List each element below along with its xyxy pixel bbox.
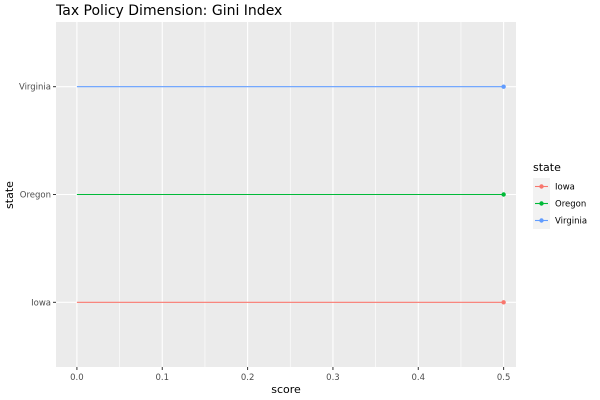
legend-items: Iowa Oregon Virginia [533,178,587,229]
legend-label-virginia: Virginia [555,217,587,227]
legend-label-iowa: Iowa [555,183,575,193]
chart-title: Tax Policy Dimension: Gini Index [55,3,282,19]
x-tick-label: 0.0 [70,373,84,383]
y-axis-title: state [3,181,16,209]
legend-title: state [533,161,561,174]
x-axis-title: score [271,383,301,396]
y-tick-label: Iowa [31,298,51,308]
legend-label-oregon: Oregon [555,200,586,210]
data-point-iowa [501,300,506,305]
x-tick-label: 0.2 [241,373,255,383]
tick-layer: 0.0 0.1 0.2 0.3 0.4 0.5 Iowa Oregon Virginia [19,83,510,383]
x-tick-label: 0.5 [497,373,511,383]
data-point-oregon [501,192,506,197]
y-tick-label: Oregon [20,191,51,201]
x-tick-label: 0.1 [155,373,169,383]
legend-point-iowa [539,184,544,189]
y-tick-label: Virginia [19,83,51,93]
x-tick-label: 0.3 [326,373,340,383]
legend: state Iowa Oregon Virginia [533,161,587,229]
data-point-virginia [501,84,506,89]
legend-point-oregon [539,201,544,206]
legend-point-virginia [539,218,544,223]
series-layer [76,84,506,305]
x-tick-label: 0.4 [412,373,426,383]
